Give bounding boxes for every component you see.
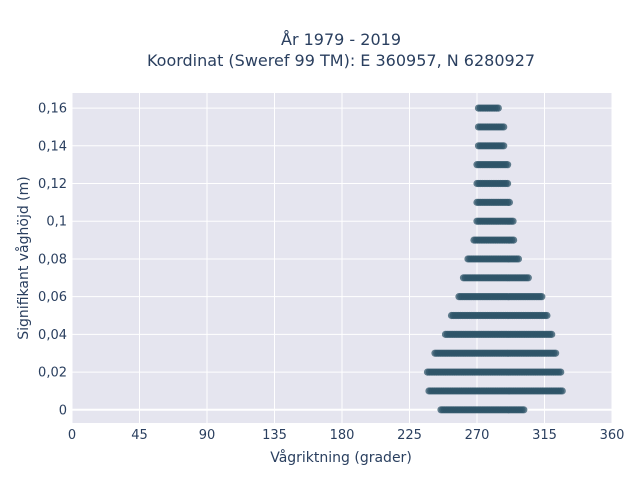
data-point <box>494 104 502 112</box>
x-tick-label: 90 <box>199 428 216 443</box>
chart-title-line1: År 1979 - 2019 <box>281 30 401 49</box>
y-axis-ticks: 0 0,02 0,04 0,06 0,08 0,1 0,12 0,14 0,16 <box>38 102 67 419</box>
data-point <box>509 217 517 225</box>
x-tick-label: 135 <box>262 428 287 443</box>
chart-title-line2: Koordinat (Sweref 99 TM): E 360957, N 62… <box>147 51 535 70</box>
data-point <box>505 198 513 206</box>
x-axis-label: Vågriktning (grader) <box>270 449 412 466</box>
data-points <box>423 104 566 414</box>
data-point <box>524 274 532 282</box>
data-point <box>520 406 528 414</box>
data-point <box>538 293 546 301</box>
y-tick-label: 0,04 <box>38 328 67 343</box>
x-tick-label: 45 <box>131 428 148 443</box>
data-point <box>557 368 565 376</box>
data-point <box>543 311 551 320</box>
x-tick-label: 360 <box>600 428 625 443</box>
data-point <box>552 349 560 357</box>
y-tick-label: 0,12 <box>38 177 67 192</box>
y-tick-label: 0,02 <box>38 366 67 381</box>
data-point <box>514 255 523 263</box>
data-point <box>500 142 508 150</box>
x-tick-label: 180 <box>330 428 355 443</box>
data-point <box>548 330 556 338</box>
y-tick-label: 0,1 <box>46 215 67 230</box>
x-tick-label: 0 <box>68 428 76 443</box>
x-tick-label: 315 <box>532 428 557 443</box>
x-axis-ticks: 0 45 90 135 180 225 270 315 360 <box>68 428 625 443</box>
data-point <box>500 123 508 131</box>
y-tick-label: 0,14 <box>38 139 67 154</box>
data-point <box>509 236 518 244</box>
data-point <box>504 179 512 188</box>
x-tick-label: 225 <box>397 428 422 443</box>
x-tick-label: 270 <box>465 428 490 443</box>
y-axis-label: Signifikant våghöjd (m) <box>15 176 32 339</box>
y-tick-label: 0 <box>59 403 67 418</box>
data-point <box>558 387 566 395</box>
y-tick-label: 0,08 <box>38 252 67 267</box>
y-tick-label: 0,06 <box>38 290 67 305</box>
data-point <box>504 161 512 169</box>
y-tick-label: 0,16 <box>38 102 67 117</box>
